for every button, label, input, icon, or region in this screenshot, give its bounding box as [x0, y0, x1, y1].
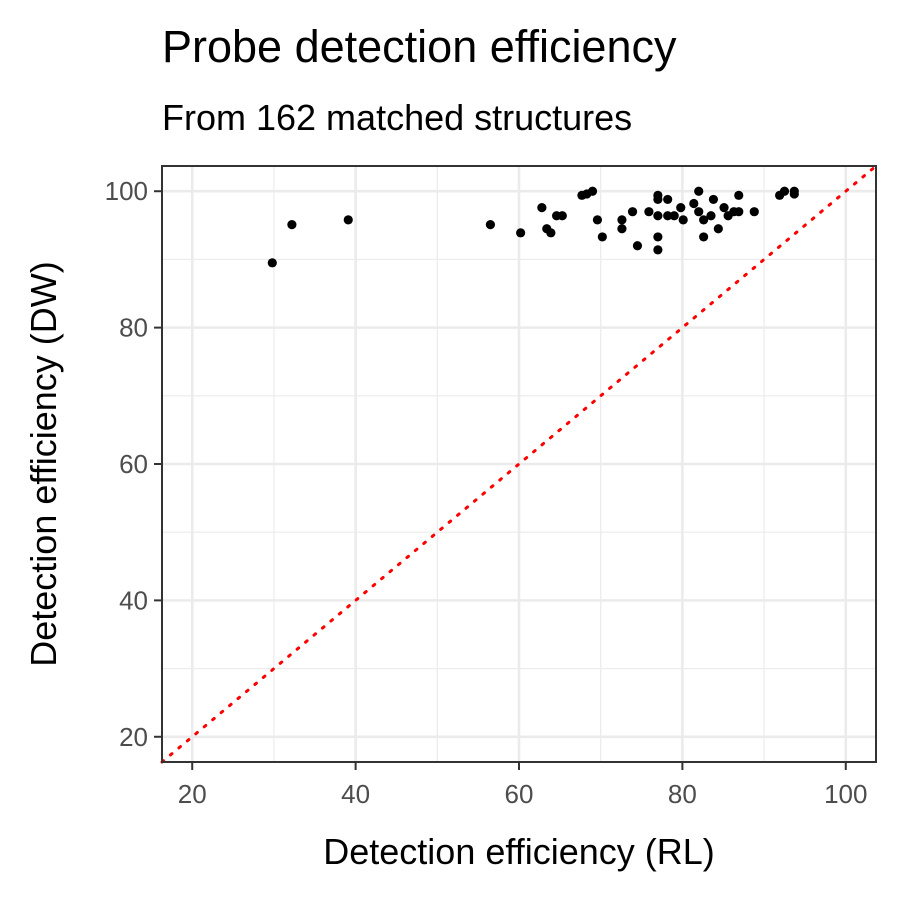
x-axis-ticks: 20 40 60 80 100 — [178, 762, 867, 809]
data-point — [713, 224, 723, 234]
data-point — [546, 228, 556, 238]
data-point — [678, 215, 688, 225]
data-point — [653, 232, 663, 242]
data-point — [689, 198, 699, 209]
y-tick-label: 60 — [119, 449, 148, 479]
data-point — [597, 232, 607, 242]
data-point — [694, 186, 704, 196]
data-point — [653, 211, 663, 221]
data-point — [617, 215, 627, 225]
data-point — [663, 194, 673, 205]
y-axis-title: Detection efficiency (DW) — [23, 261, 64, 666]
data-point — [516, 228, 526, 238]
data-points — [267, 186, 799, 268]
x-tick-label: 80 — [668, 779, 697, 809]
x-tick-label: 20 — [178, 779, 207, 809]
data-point — [343, 215, 353, 225]
data-point — [734, 190, 744, 200]
data-point — [267, 258, 277, 268]
data-point — [708, 194, 719, 205]
y-tick-label: 20 — [119, 722, 148, 752]
data-point — [663, 211, 673, 221]
data-point — [632, 241, 643, 251]
y-tick-label: 80 — [119, 313, 148, 343]
data-point — [485, 220, 496, 230]
chart-title: Probe detection efficiency — [162, 21, 677, 72]
data-point — [779, 186, 790, 196]
data-point — [653, 245, 663, 255]
data-point — [699, 215, 709, 225]
y-axis-ticks: 20 40 60 80 100 — [105, 176, 162, 752]
data-point — [537, 202, 547, 213]
data-point — [694, 207, 704, 217]
data-point — [557, 211, 567, 221]
data-point — [592, 215, 603, 225]
data-point — [706, 211, 716, 221]
identity-reference-line — [160, 164, 878, 764]
data-point — [644, 207, 654, 217]
data-point — [789, 189, 799, 199]
data-point — [287, 220, 297, 230]
data-point — [627, 207, 638, 217]
data-point — [617, 224, 627, 234]
data-point — [669, 211, 679, 221]
x-tick-label: 40 — [341, 779, 370, 809]
x-axis-title: Detection efficiency (RL) — [323, 831, 715, 872]
data-point — [699, 232, 709, 242]
data-point — [749, 207, 759, 217]
data-point — [719, 202, 729, 213]
x-tick-label: 60 — [505, 779, 534, 809]
data-point — [734, 207, 744, 217]
data-point — [653, 194, 663, 205]
y-tick-label: 100 — [105, 176, 148, 206]
y-tick-label: 40 — [119, 585, 148, 615]
x-tick-label: 100 — [824, 779, 867, 809]
data-point — [676, 202, 686, 213]
chart-subtitle: From 162 matched structures — [162, 97, 632, 138]
data-point — [587, 186, 598, 196]
